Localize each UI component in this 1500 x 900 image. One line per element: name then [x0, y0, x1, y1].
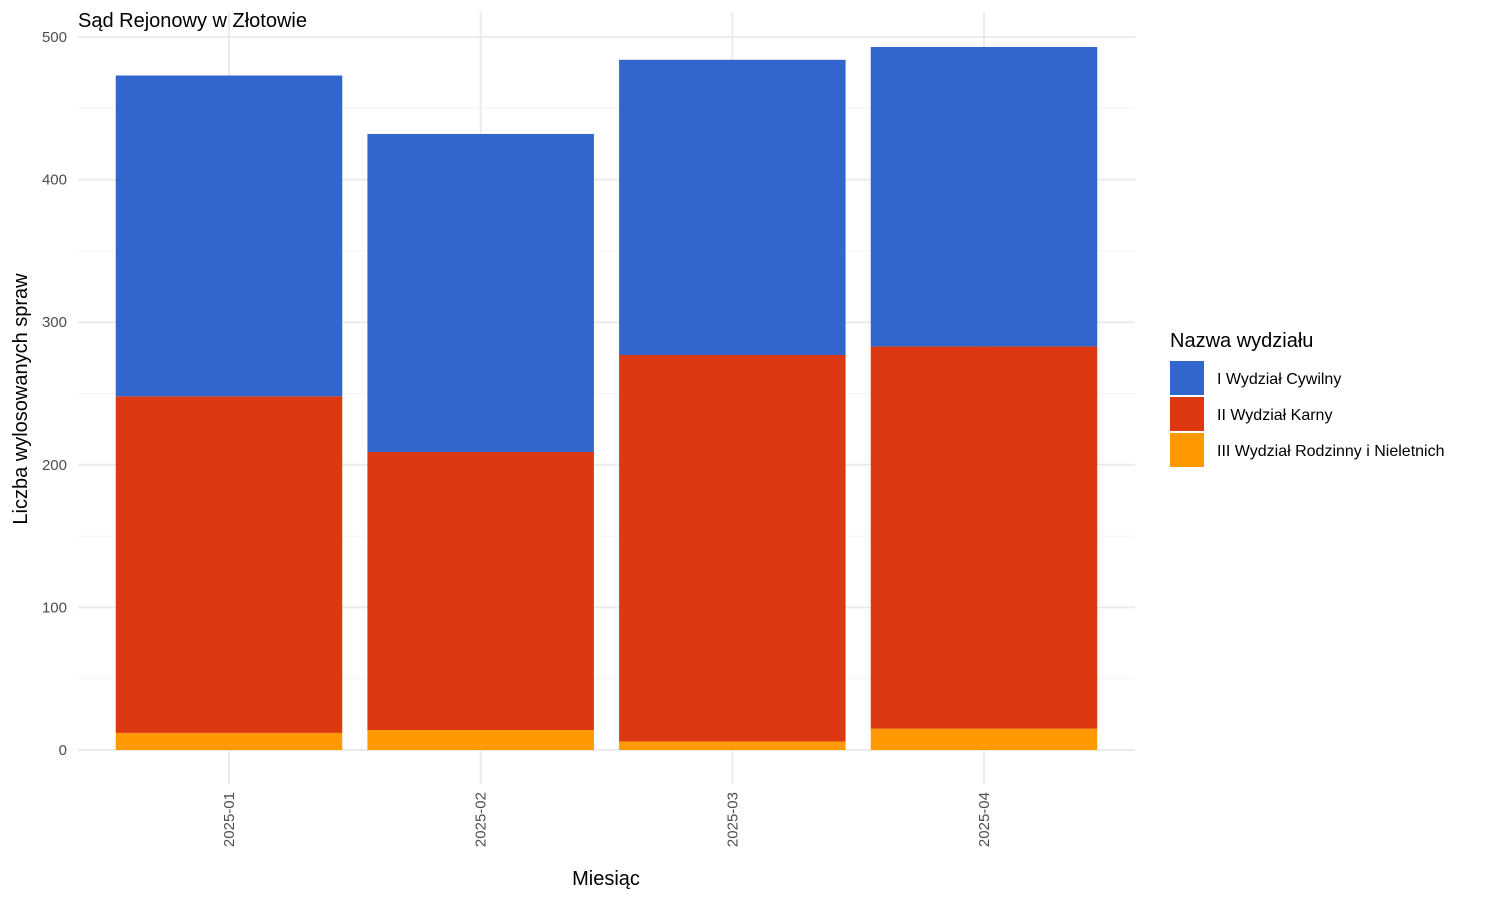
legend-label: I Wydział Cywilny [1217, 371, 1341, 388]
legend-swatch [1170, 433, 1204, 467]
bar-segment [115, 75, 343, 397]
legend: Nazwa wydziału I Wydział Cywilny II Wydzi… [1170, 330, 1445, 467]
y-axis-title: Liczba wylosowanych spraw [10, 273, 32, 525]
x-tick-label: 2025-02 [473, 792, 490, 847]
legend-label: III Wydział Rodzinny i Nieletnich [1217, 443, 1445, 460]
y-tick-label: 200 [42, 457, 67, 474]
x-axis-ticks: 2025-01 2025-02 2025-03 2025-04 [221, 792, 993, 847]
y-tick-label: 300 [42, 314, 67, 331]
bar-segment [870, 728, 1098, 750]
x-tick-label: 2025-03 [724, 792, 741, 847]
y-tick-label: 0 [59, 742, 67, 759]
bar-segment [619, 59, 846, 355]
legend-swatch [1170, 361, 1204, 395]
bars [115, 46, 1098, 750]
bar-segment [870, 346, 1098, 729]
y-axis-ticks: 0 100 200 300 400 500 [42, 29, 67, 759]
bar-segment [115, 732, 343, 750]
bar-segment [115, 396, 343, 733]
y-tick-label: 500 [42, 29, 67, 46]
legend-swatch [1170, 397, 1204, 431]
x-tick-label: 2025-01 [221, 792, 238, 847]
bar-segment [367, 133, 594, 452]
y-tick-label: 400 [42, 172, 67, 189]
legend-title: Nazwa wydziału [1170, 330, 1313, 352]
legend-label: II Wydział Karny [1217, 407, 1332, 424]
bar-segment [367, 730, 594, 750]
x-axis-title: Miesiąc [572, 868, 640, 890]
x-tick-label: 2025-04 [976, 792, 993, 847]
y-tick-label: 100 [42, 599, 67, 616]
bar-segment [367, 451, 594, 731]
chart-title: Sąd Rejonowy w Złotowie [78, 10, 307, 32]
bar-segment [870, 46, 1098, 347]
bar-segment [619, 354, 846, 742]
bar-segment [619, 741, 846, 750]
